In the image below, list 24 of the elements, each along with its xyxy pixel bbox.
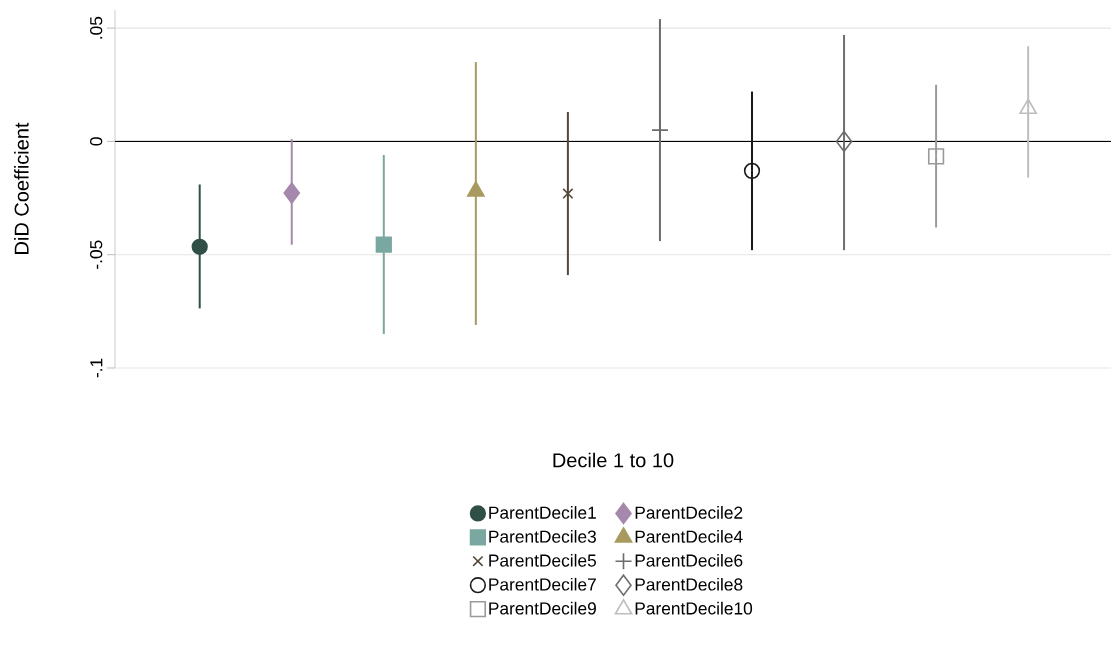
point bbox=[283, 182, 301, 204]
point bbox=[562, 188, 574, 200]
legend-label: ParentDecile10 bbox=[635, 601, 753, 615]
y-axis-title: DiD Coefficient bbox=[14, 122, 29, 254]
x-axis-title: Decile 1 to 10 bbox=[553, 452, 674, 468]
legend-label: ParentDecile9 bbox=[489, 601, 596, 615]
legend-label: ParentDecile7 bbox=[489, 577, 596, 591]
legend-label: ParentDecile5 bbox=[489, 553, 597, 567]
point bbox=[835, 130, 853, 153]
y-tick-label: -.1 bbox=[90, 358, 103, 378]
legend-label: ParentDecile2 bbox=[635, 506, 743, 519]
legend-label: ParentDecile8 bbox=[635, 577, 743, 591]
legend-label: ParentDecile1 bbox=[489, 506, 596, 519]
point bbox=[191, 238, 208, 255]
y-tick-label: .05 bbox=[90, 16, 103, 39]
point bbox=[375, 236, 392, 253]
legend-label: ParentDecile4 bbox=[635, 530, 743, 543]
point bbox=[927, 148, 945, 165]
legend-label: ParentDecile3 bbox=[489, 530, 596, 543]
y-tick-label: 0 bbox=[90, 137, 103, 146]
legend-label: ParentDecile6 bbox=[635, 553, 743, 567]
point bbox=[651, 121, 669, 139]
y-tick-label: -.05 bbox=[90, 240, 103, 269]
point bbox=[743, 162, 761, 180]
